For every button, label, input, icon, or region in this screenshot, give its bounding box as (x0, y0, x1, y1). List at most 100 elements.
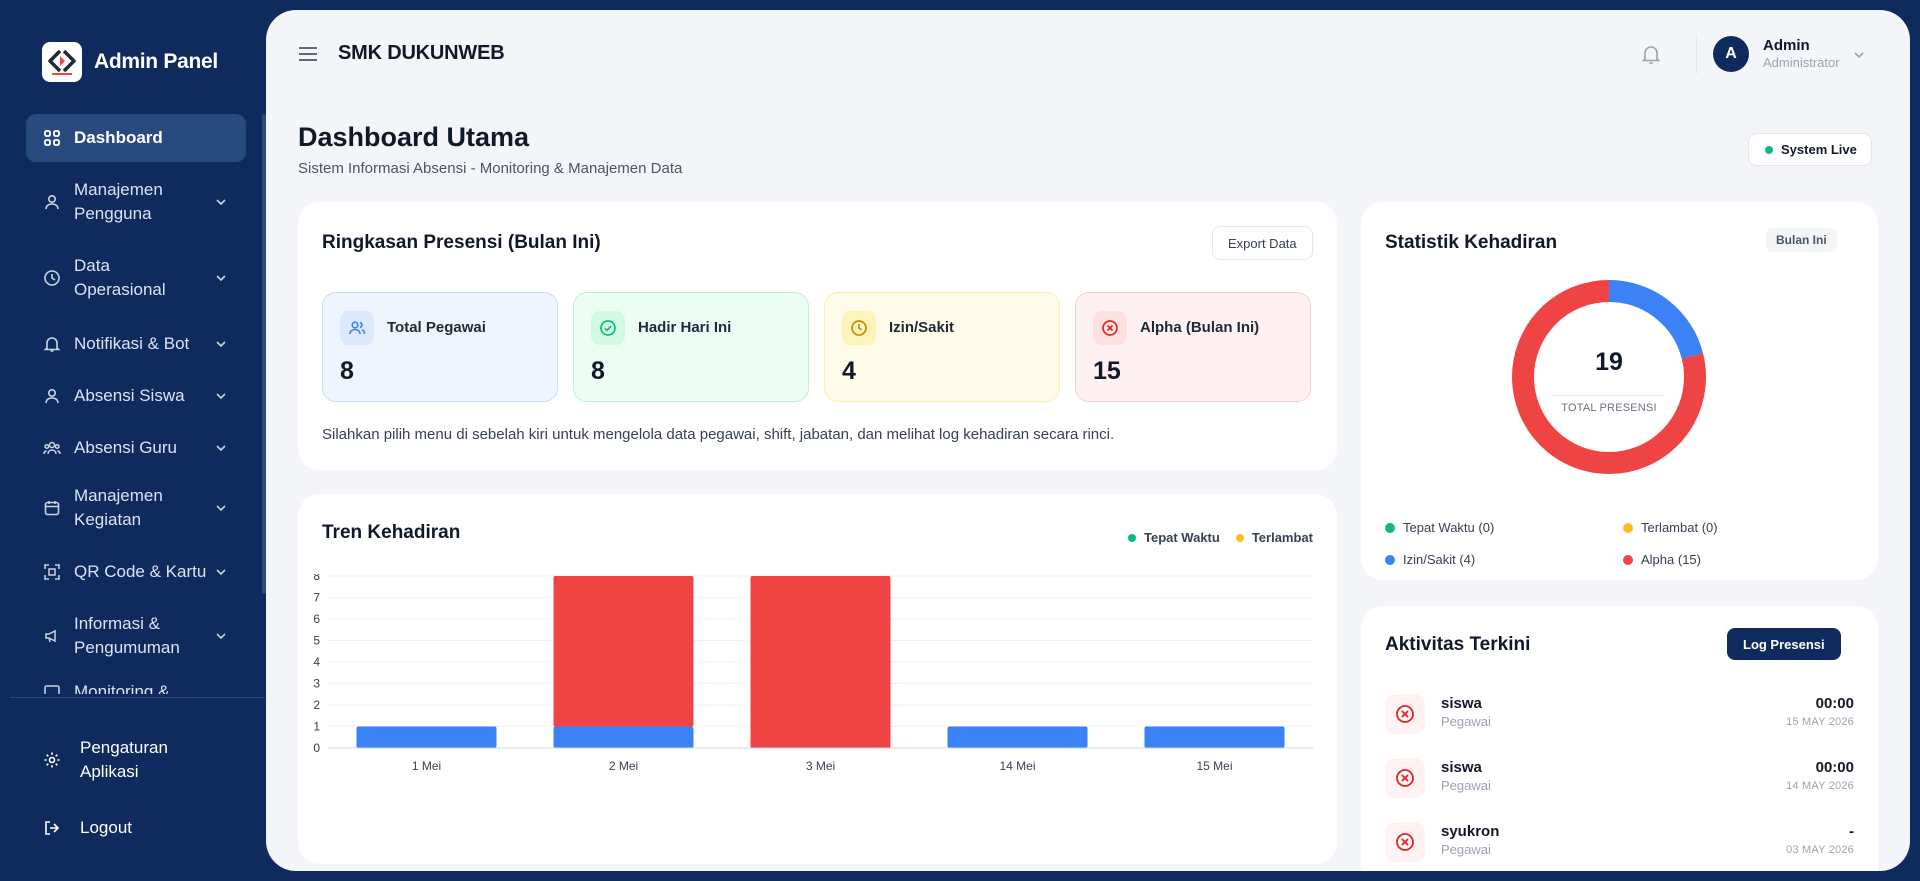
summary-card: Ringkasan Presensi (Bulan Ini) Export Da… (298, 202, 1337, 470)
activity-date: 15 MAY 2026 (1786, 716, 1854, 728)
clock-icon (842, 311, 876, 345)
users-icon (340, 311, 374, 345)
check-circle-icon (591, 311, 625, 345)
period-badge[interactable]: Bulan Ini (1766, 228, 1837, 252)
sidebar-item-dashboard[interactable]: Dashboard (26, 114, 246, 162)
kehadiran-title: Statistik Kehadiran (1385, 232, 1558, 253)
sidebar-item-qr-code[interactable]: QR Code & Kartu (26, 560, 246, 584)
sidebar-item-absensi-guru[interactable]: Absensi Guru (26, 436, 246, 460)
sidebar-item-label: Monitoring & (74, 682, 170, 694)
activity-name: siswa (1441, 759, 1482, 776)
group-icon (42, 438, 62, 458)
activity-item[interactable]: siswa Pegawai 00:00 15 MAY 2026 (1385, 692, 1854, 740)
y-tick-label: 0 (313, 741, 320, 755)
bar-segment (553, 576, 694, 727)
status-dot-icon (1765, 145, 1773, 154)
y-tick-label: 1 (313, 720, 320, 734)
legend-dot-icon (1385, 554, 1395, 565)
monitor-icon (42, 682, 62, 694)
y-tick-label: 5 (313, 634, 320, 648)
logout-label: Logout (80, 818, 132, 837)
bell-icon (1641, 46, 1661, 64)
logout-button[interactable]: Logout (42, 816, 242, 840)
x-tick-label: 2 Mei (609, 759, 638, 773)
main-panel: SMK DUKUNWEB A Admin Administrator Dashb… (266, 10, 1910, 871)
activity-role: Pegawai (1441, 714, 1491, 729)
sidebar-item-manajemen-pengguna[interactable]: Manajemen Pengguna (26, 176, 246, 228)
sidebar-item-label: Manajemen Pengguna (74, 180, 163, 223)
y-tick-label: 6 (313, 612, 320, 626)
settings-label: Pengaturan Aplikasi (80, 738, 168, 781)
clock-icon (42, 268, 62, 288)
sidebar-item-notifikasi[interactable]: Notifikasi & Bot (26, 332, 246, 356)
activity-item[interactable]: siswa Pegawai 00:00 14 MAY 2026 (1385, 756, 1854, 804)
legend-terlambat: Terlambat (0) (1623, 520, 1718, 535)
sidebar-item-informasi[interactable]: Informasi & Pengumuman (26, 610, 246, 662)
legend-dot-icon (1623, 522, 1633, 533)
y-tick-label: 2 (313, 698, 320, 712)
chevron-down-icon (216, 275, 226, 282)
export-data-button[interactable]: Export Data (1212, 226, 1313, 260)
stat-label: Izin/Sakit (889, 319, 955, 336)
sidebar-item-manajemen-kegiatan[interactable]: Manajemen Kegiatan (26, 482, 246, 534)
user-name[interactable]: Admin (1763, 37, 1810, 54)
legend-tepat-waktu: Tepat Waktu (0) (1385, 520, 1494, 535)
activity-date: 14 MAY 2026 (1786, 780, 1854, 792)
menu-toggle-button[interactable] (298, 46, 318, 67)
header-divider (1696, 34, 1697, 74)
legend-item: Terlambat (1235, 530, 1313, 545)
activity-time: 00:00 (1815, 759, 1854, 776)
activity-item[interactable]: syukron Pegawai - 03 MAY 2026 (1385, 820, 1854, 868)
stat-value: 8 (340, 357, 354, 385)
sidebar-item-absensi-siswa[interactable]: Absensi Siswa (26, 384, 246, 408)
x-circle-icon (1385, 758, 1425, 798)
avatar[interactable]: A (1713, 36, 1749, 72)
hamburger-icon (299, 47, 317, 61)
brand[interactable]: Admin Panel (42, 42, 218, 82)
legend-dot-icon (1127, 533, 1136, 542)
chevron-down-icon (216, 445, 226, 452)
x-circle-icon (1093, 311, 1127, 345)
activity-date: 03 MAY 2026 (1786, 844, 1854, 856)
y-tick-label: 3 (313, 677, 320, 691)
legend-label: Tepat Waktu (1143, 530, 1220, 545)
activity-title: Aktivitas Terkini (1385, 634, 1531, 655)
chevron-down-icon (216, 341, 226, 348)
logout-icon (42, 818, 62, 838)
activity-card: Aktivitas Terkini Log Presensi siswa Peg… (1361, 606, 1878, 871)
bar-segment (947, 726, 1088, 748)
chevron-down-icon (216, 505, 226, 512)
x-tick-label: 3 Mei (806, 759, 835, 773)
sidebar-scrollbar[interactable] (262, 114, 266, 594)
sidebar: Admin Panel Dashboard Manajemen Pengguna… (0, 0, 266, 881)
gear-icon (42, 750, 62, 770)
legend-label: Terlambat (0) (1641, 520, 1718, 535)
legend-label: Alpha (15) (1641, 552, 1701, 567)
activity-name: siswa (1441, 695, 1482, 712)
donut-chart (1512, 280, 1706, 474)
log-presensi-button[interactable]: Log Presensi (1727, 628, 1841, 660)
legend-label: Izin/Sakit (4) (1403, 552, 1476, 567)
chevron-down-icon[interactable] (1852, 48, 1866, 62)
donut-total-label: TOTAL PRESENSI (1553, 395, 1665, 414)
sidebar-item-monitoring[interactable]: Monitoring & (26, 680, 246, 694)
brand-title: Admin Panel (94, 50, 218, 73)
logo (42, 42, 82, 82)
megaphone-icon (42, 626, 62, 646)
sidebar-bottom: Pengaturan Aplikasi Logout (42, 734, 242, 840)
activity-role: Pegawai (1441, 842, 1491, 857)
x-circle-icon (1385, 822, 1425, 862)
sidebar-item-data-operasional[interactable]: Data Operasional (26, 252, 246, 304)
sidebar-divider (10, 697, 265, 698)
y-tick-label: 7 (313, 591, 320, 605)
settings-button[interactable]: Pengaturan Aplikasi (42, 734, 242, 786)
stat-label: Alpha (Bulan Ini) (1140, 319, 1260, 336)
stat-alpha: Alpha (Bulan Ini) 15 (1075, 292, 1311, 402)
page-subtitle: Sistem Informasi Absensi - Monitoring & … (298, 160, 683, 177)
calendar-icon (42, 498, 62, 518)
notification-button[interactable] (1640, 43, 1662, 70)
chevron-down-icon (216, 393, 226, 400)
y-tick-label: 4 (313, 655, 320, 669)
qr-icon (42, 562, 62, 582)
chevron-down-icon (216, 199, 226, 206)
